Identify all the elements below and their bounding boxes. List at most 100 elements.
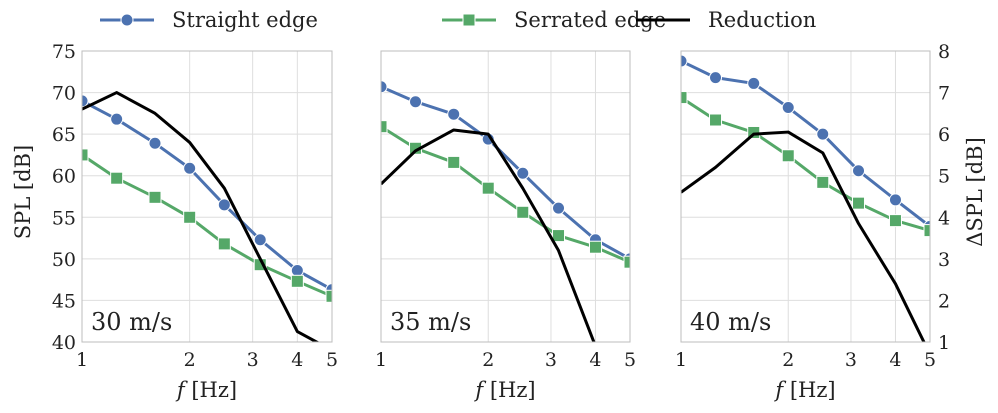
data-point <box>552 201 566 215</box>
x-tick-label: 1 <box>76 349 88 371</box>
x-tick-label: 4 <box>291 349 303 371</box>
data-point <box>148 190 162 204</box>
data-point <box>781 101 795 115</box>
y-tick-label-left: 65 <box>52 124 76 146</box>
legend-marker-circle <box>120 13 134 27</box>
data-point <box>709 71 723 85</box>
x-tick-label: 2 <box>184 349 196 371</box>
data-point <box>217 237 231 251</box>
data-point <box>552 229 566 243</box>
data-point <box>110 171 124 185</box>
data-point <box>447 107 461 121</box>
data-point <box>623 255 630 269</box>
data-point <box>183 210 197 224</box>
axes-frame <box>380 50 631 343</box>
legend-entry: Reduction <box>636 8 816 32</box>
data-point <box>148 136 162 150</box>
data-point <box>290 263 304 277</box>
x-tick-label: 2 <box>782 349 794 371</box>
legend-marker-square <box>462 13 476 27</box>
axes-frame <box>680 50 931 343</box>
data-point <box>709 113 723 127</box>
data-point <box>325 289 332 303</box>
x-tick-label: 5 <box>924 349 936 371</box>
data-point <box>888 214 902 228</box>
data-point <box>681 91 688 105</box>
data-point <box>852 196 866 210</box>
data-point <box>781 149 795 163</box>
subplot: 1 2 3 4 5 f [Hz] 35 m/s <box>375 50 636 402</box>
data-point <box>409 95 423 109</box>
y-tick-label-left: 50 <box>52 249 76 271</box>
data-point <box>923 224 930 238</box>
data-point <box>381 80 388 94</box>
y-tick-label-right: 2 <box>938 290 950 312</box>
y-tick-label-left: 55 <box>52 207 76 229</box>
panel-label: 40 m/s <box>690 308 771 336</box>
legend-entry: Serrated edge <box>442 8 666 32</box>
data-point <box>852 164 866 178</box>
x-tick-label: 3 <box>845 349 857 371</box>
series-line <box>381 85 630 261</box>
x-tick-label: 4 <box>889 349 901 371</box>
y-tick-label-right: 6 <box>938 124 950 146</box>
x-tick-label: 3 <box>545 349 557 371</box>
x-tick-label: 4 <box>589 349 601 371</box>
series-line <box>82 99 332 291</box>
data-point <box>253 233 267 247</box>
plot-area <box>82 91 332 342</box>
series-line <box>381 128 596 342</box>
data-point <box>481 181 495 195</box>
x-tick-label: 5 <box>326 349 338 371</box>
legend: Straight edge Serrated edge Reduction <box>100 8 816 32</box>
y-tick-label-right: 1 <box>938 332 950 354</box>
y-tick-label-right: 4 <box>938 207 950 229</box>
panel-label: 30 m/s <box>91 308 172 336</box>
data-point <box>82 148 89 162</box>
data-point <box>217 198 231 212</box>
x-axis-label: f [Hz] <box>175 378 237 402</box>
y-tick-label-left: 75 <box>52 41 76 63</box>
y-tick-label-right: 8 <box>938 41 950 63</box>
axes-frame <box>81 50 333 343</box>
x-tick-label: 5 <box>624 349 636 371</box>
data-point <box>588 240 602 254</box>
data-point <box>447 155 461 169</box>
x-axis-label: f [Hz] <box>773 378 835 402</box>
plot-area <box>381 80 630 342</box>
series-line <box>681 130 926 342</box>
data-point <box>816 175 830 189</box>
data-point <box>747 76 761 90</box>
y-tick-label-right: 3 <box>938 249 950 271</box>
data-point <box>516 205 530 219</box>
y-tick-label-left: 60 <box>52 166 76 188</box>
data-point <box>290 274 304 288</box>
panel-label: 35 m/s <box>390 308 471 336</box>
x-tick-label: 3 <box>247 349 259 371</box>
data-point <box>516 166 530 180</box>
y-axis-label-right: ΔSPL [dB] <box>963 137 987 247</box>
x-tick-label: 1 <box>675 349 687 371</box>
y-tick-label-right: 7 <box>938 83 950 105</box>
x-tick-label: 2 <box>482 349 494 371</box>
data-point <box>110 112 124 126</box>
y-tick-label-left: 40 <box>52 332 76 354</box>
legend-entry: Straight edge <box>100 8 318 32</box>
data-point <box>183 161 197 175</box>
data-point <box>681 54 688 68</box>
legend-label: Reduction <box>708 8 816 32</box>
data-point <box>381 120 388 134</box>
y-tick-label-right: 5 <box>938 166 950 188</box>
y-axis-label-left: SPL [dB] <box>11 145 35 239</box>
y-tick-label-left: 45 <box>52 290 76 312</box>
data-point <box>82 94 89 108</box>
x-axis-label: f [Hz] <box>473 378 535 402</box>
data-point <box>816 127 830 141</box>
data-point <box>888 193 902 207</box>
legend-label: Straight edge <box>172 8 318 32</box>
x-tick-label: 1 <box>375 349 387 371</box>
subplot: 1 2 3 4 5 f [Hz] 1 2 3 4 5 6 7 8 40 m/s <box>675 41 950 402</box>
